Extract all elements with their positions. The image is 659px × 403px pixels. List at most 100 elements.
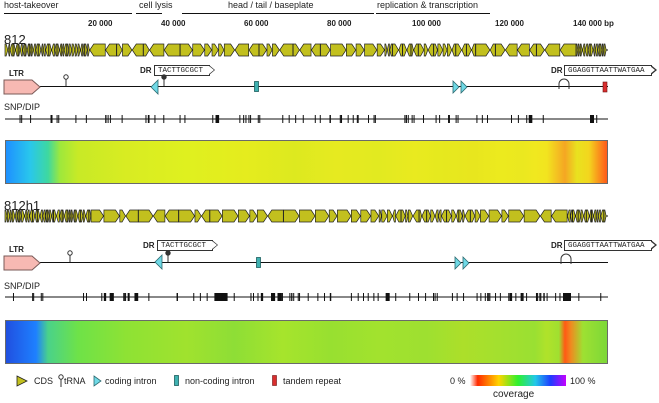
snp-mark [214, 293, 218, 301]
cds-gene [12, 43, 16, 57]
snp-mark [148, 293, 150, 301]
noncoding-intron-icon [256, 257, 261, 268]
snp-mark [385, 293, 390, 301]
coverage-title: coverage [493, 389, 535, 400]
snp-mark [481, 115, 483, 123]
cds-gene [407, 209, 414, 223]
ltr-arrow [3, 79, 41, 95]
snp-mark [212, 115, 214, 123]
cds-gene [447, 43, 453, 57]
snp-mark [495, 293, 497, 301]
snp-mark [543, 293, 545, 301]
ltr-label: LTR [9, 245, 24, 254]
snp-mark [409, 293, 411, 301]
cds-gene [488, 209, 503, 223]
coverage-heatmap [5, 320, 608, 364]
snp-mark [488, 293, 490, 301]
cds-gene [82, 209, 86, 223]
snp-mark [352, 115, 354, 123]
cds-gene [24, 43, 28, 57]
cds-gene [80, 43, 83, 57]
cds-gene [386, 43, 390, 57]
snp-mark [289, 293, 291, 301]
snp-mark [510, 115, 512, 123]
cds-gene [19, 43, 23, 57]
snp-mark [377, 293, 379, 301]
snp-mark [367, 293, 369, 301]
snp-mark [193, 293, 195, 301]
snp-mark [540, 293, 542, 301]
snp-mark [302, 115, 304, 123]
dr-label: DR [551, 66, 563, 75]
snp-mark [329, 293, 331, 301]
cds-gene [21, 209, 25, 223]
snp-mark [537, 293, 539, 301]
cds-gene [32, 43, 36, 57]
region-label-cell-lysis: cell lysis [139, 0, 173, 10]
snp-mark [517, 115, 519, 123]
coding-intron-icon [150, 79, 159, 95]
snp-mark [339, 115, 341, 123]
snp-mark [317, 293, 319, 301]
snp-mark [451, 293, 453, 301]
snp-mark [596, 115, 598, 123]
snp-mark [125, 293, 127, 301]
snp-mark [271, 293, 276, 301]
coverage-heatmap [5, 140, 608, 184]
cds-gene [66, 209, 70, 223]
cds-gene [603, 43, 607, 57]
cds-gene [24, 209, 28, 223]
snp-mark [109, 115, 111, 123]
cds-gene [103, 209, 120, 223]
legend-coding-intron: coding intron [105, 376, 157, 386]
snp-mark [107, 115, 109, 123]
cds-gene [455, 43, 462, 57]
snp-mark [522, 293, 524, 301]
snp-mark [448, 115, 450, 123]
cds-gene [434, 209, 439, 223]
cds-gene [143, 43, 150, 57]
snp-mark [314, 115, 316, 123]
cds-gene [266, 43, 273, 57]
snp-mark [134, 293, 139, 301]
cds-gene [299, 43, 312, 57]
coding-intron-legend-icon [93, 375, 102, 387]
cds-gene [446, 209, 452, 223]
region-label-head-tail: head / tail / baseplate [228, 0, 314, 10]
coding-intron-icon [454, 256, 470, 270]
cds-gene [584, 43, 589, 57]
snp-mark [123, 293, 125, 301]
snp-mark [299, 293, 301, 301]
dr-sequence-box: TACTTGCGCT [154, 65, 216, 76]
snp-mark [51, 115, 53, 123]
cds-gene [360, 209, 372, 223]
snp-mark [307, 293, 309, 301]
cds-gene [346, 43, 357, 57]
cds-gene [69, 209, 72, 223]
snp-mark [347, 115, 349, 123]
cds-gene [551, 209, 568, 223]
region-label-host-takeover: host-takeover [4, 0, 59, 10]
cds-gene [517, 43, 530, 57]
snp-mark [154, 115, 156, 123]
snp-mark [239, 115, 241, 123]
snp-mark [526, 115, 528, 123]
snp-mark [367, 115, 369, 123]
trna-icon [165, 250, 171, 262]
snp-mark [50, 115, 52, 123]
cds-gene [74, 209, 79, 223]
snp-mark [555, 293, 557, 301]
snp-mark [295, 115, 297, 123]
cds-gene [18, 209, 22, 223]
snp-mark [179, 115, 181, 123]
snp-mark [21, 115, 23, 123]
snp-mark [85, 115, 87, 123]
axis-tick-label: 140 000 bp [573, 19, 614, 28]
cds-gene [61, 209, 65, 223]
snp-mark [184, 115, 186, 123]
cds-gene [438, 209, 442, 223]
cds-gene [426, 209, 431, 223]
snp-mark [463, 293, 465, 301]
region-line-head-tail [182, 13, 374, 14]
